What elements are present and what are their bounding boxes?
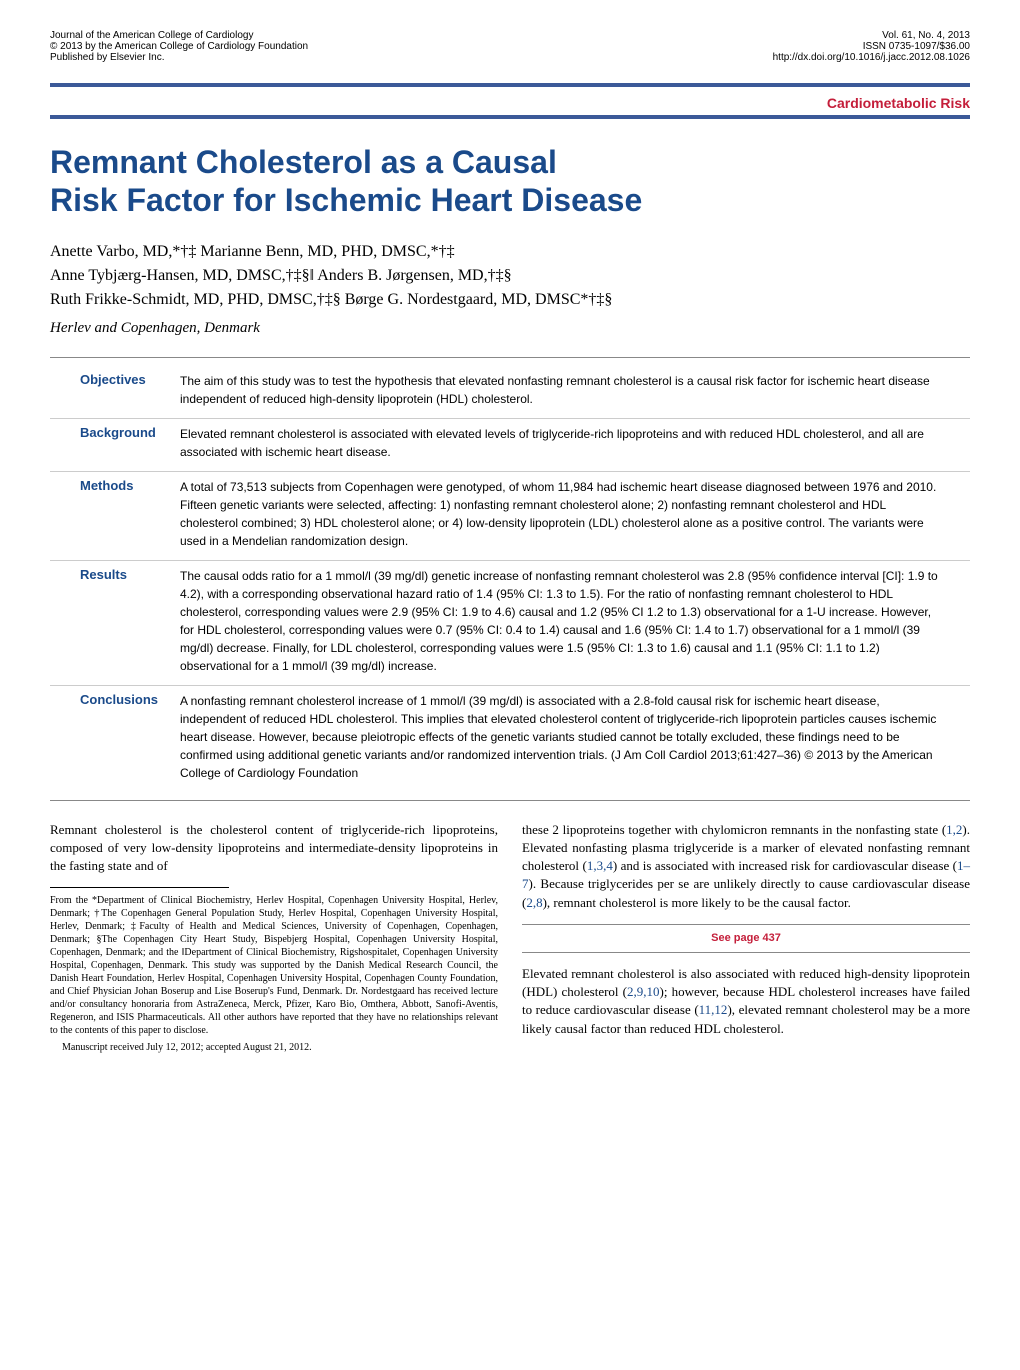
citation-ref-5[interactable]: 2,9,10 [627,984,660,999]
results-label: Results [50,567,180,675]
citation-ref-2[interactable]: 1,3,4 [587,858,613,873]
methods-label: Methods [50,478,180,550]
article-category: Cardiometabolic Risk [50,95,970,111]
authors-line-2: Anne Tybjærg-Hansen, MD, DMSC,†‡§‖ Ander… [50,264,970,288]
objectives-text: The aim of this study was to test the hy… [180,372,970,408]
journal-info-left: Journal of the American College of Cardi… [50,30,308,63]
background-text: Elevated remnant cholesterol is associat… [180,425,970,461]
abstract-objectives: Objectives The aim of this study was to … [50,366,970,419]
author-location: Herlev and Copenhagen, Denmark [50,320,970,337]
issn-line: ISSN 0735-1097/$36.00 [773,41,970,52]
see-page-callout: See page 437 [522,924,970,953]
divider-bar-top [50,83,970,87]
left-column: Remnant cholesterol is the cholesterol c… [50,821,498,1055]
conclusions-label: Conclusions [50,692,180,782]
volume-line: Vol. 61, No. 4, 2013 [773,30,970,41]
author-list: Anette Varbo, MD,*†‡ Marianne Benn, MD, … [50,240,970,312]
article-title: Remnant Cholesterol as a Causal Risk Fac… [50,143,970,220]
conclusions-text: A nonfasting remnant cholesterol increas… [180,692,970,782]
background-label: Background [50,425,180,461]
copyright-line: © 2013 by the American College of Cardio… [50,41,308,52]
citation-ref-1[interactable]: 1,2 [946,822,962,837]
publisher-line: Published by Elsevier Inc. [50,52,308,63]
body-paragraph-2: these 2 lipoproteins together with chylo… [522,821,970,912]
body-paragraph-1: Remnant cholesterol is the cholesterol c… [50,821,498,876]
authors-line-3: Ruth Frikke-Schmidt, MD, PHD, DMSC,†‡§ B… [50,288,970,312]
footnote-separator [50,887,229,888]
abstract-conclusions: Conclusions A nonfasting remnant cholest… [50,686,970,792]
abstract-background: Background Elevated remnant cholesterol … [50,419,970,472]
journal-name: Journal of the American College of Cardi… [50,30,308,41]
methods-text: A total of 73,513 subjects from Copenhag… [180,478,970,550]
body-paragraph-3: Elevated remnant cholesterol is also ass… [522,965,970,1038]
divider-bar-bottom [50,115,970,119]
title-line-2: Risk Factor for Ischemic Heart Disease [50,182,642,218]
doi-line: http://dx.doi.org/10.1016/j.jacc.2012.08… [773,52,970,63]
title-line-1: Remnant Cholesterol as a Causal [50,144,557,180]
affiliation-footnote: From the *Department of Clinical Biochem… [50,894,498,1037]
article-body: Remnant cholesterol is the cholesterol c… [50,821,970,1055]
abstract-methods: Methods A total of 73,513 subjects from … [50,472,970,561]
journal-header: Journal of the American College of Cardi… [50,30,970,63]
structured-abstract: Objectives The aim of this study was to … [50,357,970,801]
citation-ref-4[interactable]: 2,8 [526,895,542,910]
citation-ref-6[interactable]: 11,12 [699,1002,728,1017]
manuscript-dates: Manuscript received July 12, 2012; accep… [50,1041,498,1054]
objectives-label: Objectives [50,372,180,408]
journal-info-right: Vol. 61, No. 4, 2013 ISSN 0735-1097/$36.… [773,30,970,63]
authors-line-1: Anette Varbo, MD,*†‡ Marianne Benn, MD, … [50,240,970,264]
results-text: The causal odds ratio for a 1 mmol/l (39… [180,567,970,675]
abstract-results: Results The causal odds ratio for a 1 mm… [50,561,970,686]
right-column: these 2 lipoproteins together with chylo… [522,821,970,1055]
